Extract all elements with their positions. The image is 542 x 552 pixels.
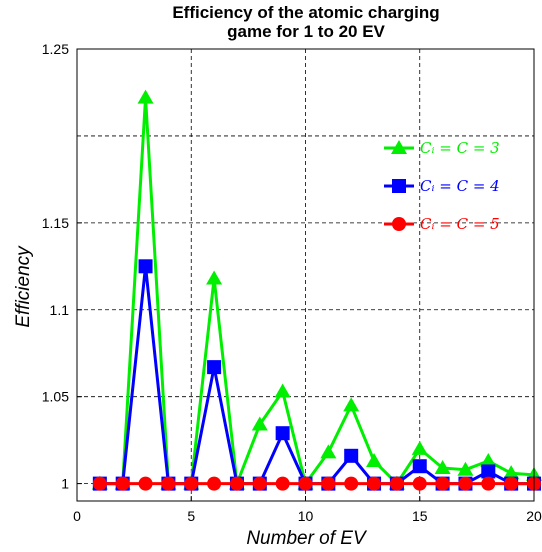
data-point: [184, 476, 199, 491]
legend-swatch-marker: [392, 217, 406, 231]
legend-swatch-marker: [391, 140, 407, 154]
data-point: [366, 453, 383, 468]
y-axis-label: Efficiency: [13, 245, 34, 328]
x-tick-label: 0: [73, 508, 81, 524]
data-point: [251, 416, 268, 431]
data-point: [412, 476, 427, 491]
legend-entry: Cᵢ = C = 3: [384, 139, 500, 157]
data-point: [367, 476, 382, 491]
legend: Cᵢ = C = 3 Cᵢ = C = 4 Cᵢ = C = 5: [384, 139, 500, 233]
x-axis-label: Number of EV: [246, 528, 368, 549]
y-tick-label: 1: [61, 476, 69, 492]
legend-label: Cᵢ = C = 5: [420, 215, 500, 233]
legend-label: Cᵢ = C = 4: [420, 177, 500, 195]
data-point: [480, 453, 497, 468]
data-point: [275, 476, 290, 491]
data-point: [434, 459, 451, 474]
data-point: [458, 476, 473, 491]
data-point: [115, 476, 130, 491]
data-point: [161, 476, 176, 491]
data-point: [411, 440, 428, 455]
data-point: [138, 476, 153, 491]
data-point: [435, 476, 450, 491]
data-point: [252, 476, 267, 491]
data-point: [503, 465, 520, 480]
data-point: [92, 476, 107, 491]
data-point: [344, 476, 359, 491]
data-point: [344, 448, 359, 463]
chart-title-line1: Efficiency of the atomic charging: [172, 3, 439, 22]
data-point: [138, 259, 153, 274]
series-2: [92, 259, 541, 491]
x-tick-label: 10: [298, 508, 314, 524]
data-point: [481, 464, 496, 479]
data-point: [207, 360, 222, 375]
chart-title-line2: game for 1 to 20 EV: [227, 22, 385, 41]
data-point: [274, 383, 291, 398]
series-line: [99, 266, 534, 486]
x-tick-label: 15: [412, 508, 428, 524]
data-point: [137, 89, 154, 104]
data-point: [321, 476, 336, 491]
data-point: [457, 461, 474, 476]
data-point: [343, 397, 360, 412]
data-point: [481, 476, 496, 491]
data-point: [504, 476, 519, 491]
axis-ticks: 0 5 10 15 20 1 1.05 1.1 1.15 1.25: [42, 41, 542, 524]
data-point: [298, 476, 313, 491]
legend-swatch-marker: [392, 179, 406, 193]
legend-label: Cᵢ = C = 3: [420, 139, 500, 157]
data-point: [229, 476, 244, 491]
y-tick-label: 1.1: [50, 302, 70, 318]
x-tick-label: 5: [187, 508, 195, 524]
legend-entry: Cᵢ = C = 5: [384, 215, 500, 233]
series-layer: [91, 89, 542, 491]
data-point: [207, 476, 222, 491]
y-tick-label: 1.15: [42, 215, 69, 231]
data-point: [206, 270, 223, 285]
series-3: [92, 476, 541, 491]
data-point: [320, 444, 337, 459]
data-point: [275, 426, 290, 441]
y-tick-label: 1.25: [42, 41, 69, 57]
x-tick-label: 20: [526, 508, 542, 524]
data-point: [389, 476, 404, 491]
data-point: [412, 459, 427, 474]
y-tick-label: 1.05: [42, 389, 69, 405]
legend-entry: Cᵢ = C = 4: [384, 177, 500, 195]
